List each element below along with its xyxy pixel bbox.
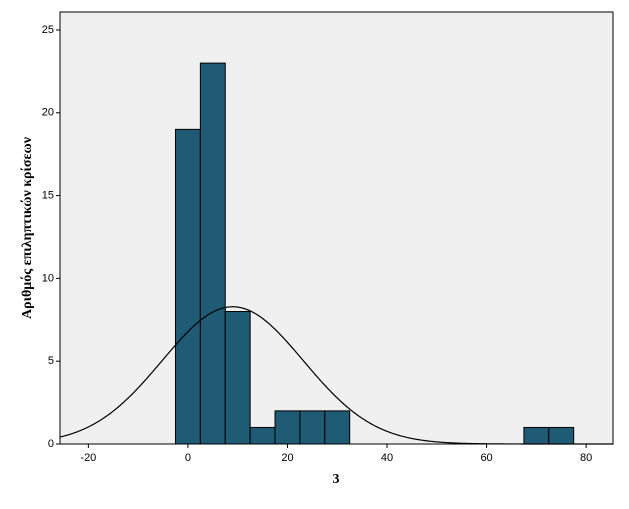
bar [249, 426, 276, 445]
bar [523, 426, 550, 445]
bar [299, 410, 326, 445]
bar [274, 410, 301, 445]
y-tick-label: 5 [48, 355, 54, 367]
bar [174, 128, 201, 445]
normal-curve [59, 306, 613, 445]
y-tick-label: 0 [48, 438, 54, 450]
bar [548, 426, 575, 445]
y-tick-label: 20 [42, 107, 54, 119]
bar [224, 311, 251, 445]
x-tick-label: -20 [80, 452, 96, 464]
x-tick-label: 80 [580, 452, 592, 464]
y-tick-label: 25 [42, 24, 54, 36]
x-tick-label: 40 [381, 452, 393, 464]
x-tick-label: 0 [185, 452, 191, 464]
y-axis-label: Αριθμός επιληπτικών κρίσεων [20, 136, 35, 319]
x-axis-label: 3 [333, 472, 340, 487]
plot-area [59, 11, 614, 445]
y-tick-label: 15 [42, 190, 54, 202]
bar [199, 62, 226, 445]
x-tick-label: 20 [281, 452, 293, 464]
y-tick-label: 10 [42, 272, 54, 284]
x-tick-label: 60 [480, 452, 492, 464]
bar [324, 410, 351, 445]
